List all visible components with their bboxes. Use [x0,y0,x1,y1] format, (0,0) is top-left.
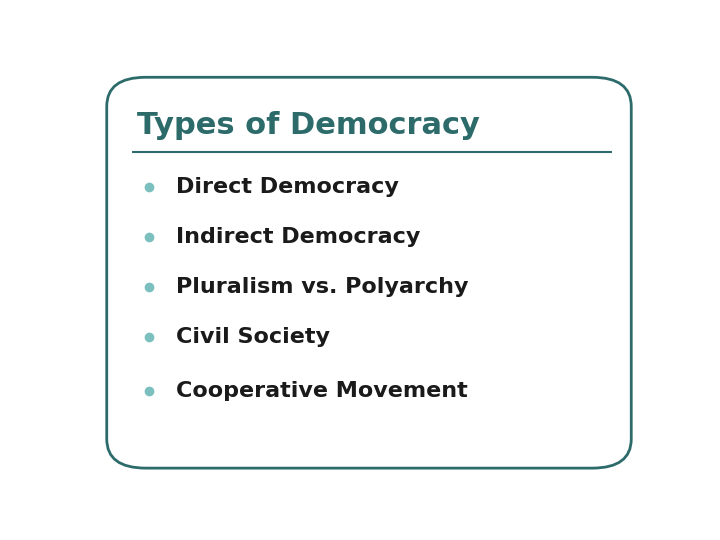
Text: Indirect Democracy: Indirect Democracy [176,227,421,247]
Text: Direct Democracy: Direct Democracy [176,178,400,198]
Text: Types of Democracy: Types of Democracy [138,111,480,140]
Text: Civil Society: Civil Society [176,327,330,347]
Text: Cooperative Movement: Cooperative Movement [176,381,468,401]
Text: Pluralism vs. Polyarchy: Pluralism vs. Polyarchy [176,277,469,297]
FancyBboxPatch shape [107,77,631,468]
